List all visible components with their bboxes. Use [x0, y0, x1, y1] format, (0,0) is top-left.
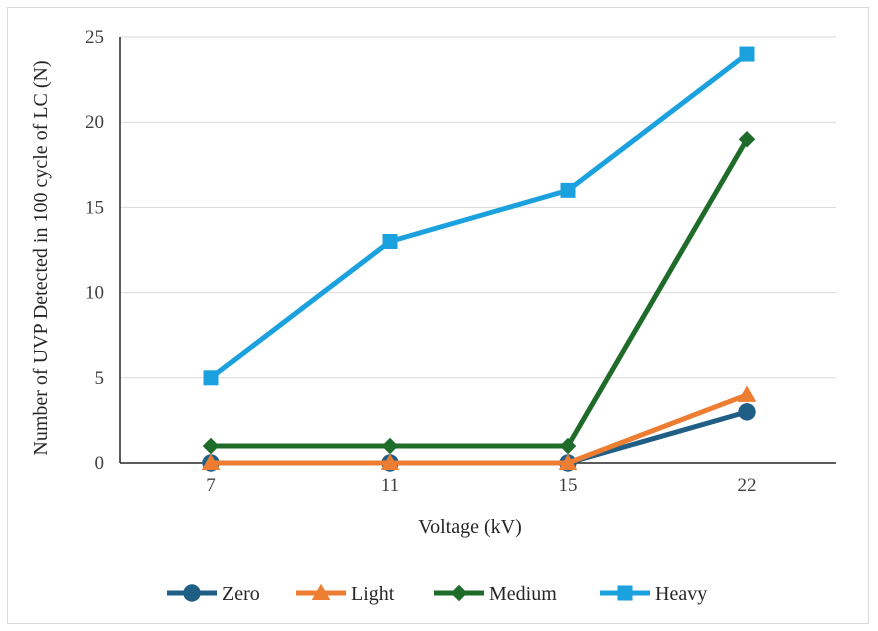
y-axis-title: Number of UVP Detected in 100 cycle of L…	[30, 60, 52, 455]
series-line-medium	[211, 137, 750, 449]
data-point-medium	[202, 437, 220, 455]
y-axis-ticks: 0 5 10 15 20 25	[85, 27, 104, 474]
data-point-heavy	[382, 233, 398, 249]
data-point-heavy	[560, 182, 576, 198]
data-point-light	[558, 453, 578, 470]
y-tick-label: 10	[85, 283, 104, 304]
series-line-heavy	[209, 52, 749, 380]
x-tick-label: 22	[738, 475, 757, 496]
data-point-light	[201, 453, 221, 470]
x-tick-label: 11	[381, 475, 399, 496]
series-group	[201, 46, 757, 472]
data-point-light	[380, 453, 400, 470]
data-point-medium	[559, 437, 577, 455]
x-tick-label: 7	[206, 475, 216, 496]
data-point-medium	[738, 130, 756, 148]
legend-item-zero: Zero	[167, 583, 260, 605]
legend-item-heavy: Heavy	[600, 583, 707, 605]
legend-marker-heavy	[617, 585, 633, 601]
x-axis-ticks: 7 11 15 22	[206, 475, 756, 496]
legend-label-medium: Medium	[489, 583, 557, 605]
chart-frame	[7, 7, 869, 624]
series-medium	[202, 130, 756, 455]
legend: Zero Light Medium Heavy	[167, 583, 707, 605]
legend-marker-light	[311, 583, 331, 600]
data-point-medium	[381, 437, 399, 455]
legend-label-light: Light	[351, 583, 395, 605]
data-point-light	[737, 385, 757, 402]
legend-item-medium: Medium	[434, 583, 557, 605]
gridlines	[120, 36, 836, 379]
data-point-heavy	[203, 370, 219, 386]
y-tick-label: 15	[85, 197, 104, 218]
legend-marker-medium	[450, 584, 468, 602]
series-line-zero	[211, 409, 748, 466]
data-point-zero	[738, 403, 756, 421]
x-tick-label: 15	[559, 475, 578, 496]
series-light	[201, 385, 757, 470]
series-heavy	[203, 46, 755, 386]
legend-label-zero: Zero	[222, 583, 260, 605]
y-tick-label: 0	[95, 453, 105, 474]
y-tick-label: 5	[95, 368, 105, 389]
x-axis-title: Voltage (kV)	[418, 516, 522, 538]
y-tick-label: 20	[85, 112, 104, 133]
data-point-heavy	[739, 46, 755, 62]
y-tick-label: 25	[85, 27, 104, 48]
legend-item-light: Light	[296, 583, 395, 605]
legend-label-heavy: Heavy	[655, 583, 707, 605]
series-line-light	[211, 392, 748, 466]
legend-marker-zero	[183, 584, 201, 602]
